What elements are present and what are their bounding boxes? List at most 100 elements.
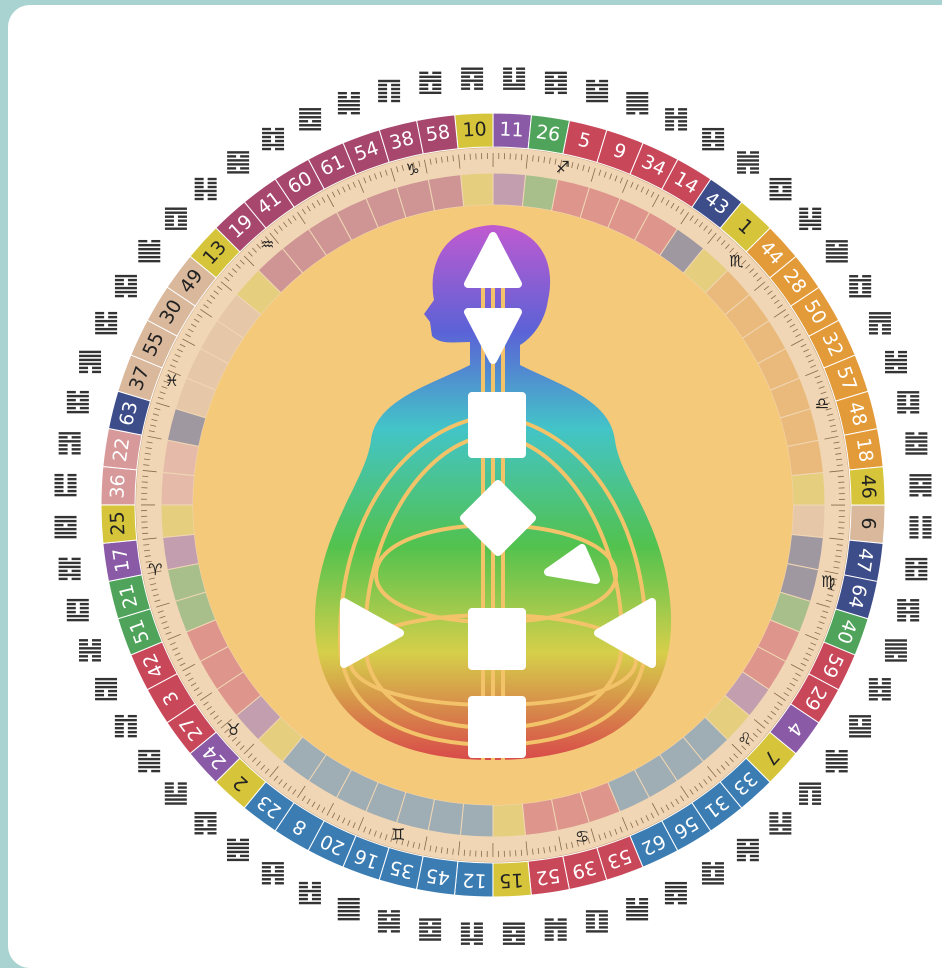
hexagram-line — [95, 686, 117, 688]
hexagram-line — [545, 922, 567, 924]
hexagram-line — [68, 478, 77, 480]
hexagram-line — [59, 452, 68, 454]
hexagram-line — [826, 240, 848, 242]
hexagram-line — [922, 524, 931, 526]
hexagram-line — [208, 186, 217, 188]
hexagram-line — [299, 112, 321, 114]
hexagram-line — [905, 562, 914, 564]
hexagram-line — [849, 727, 871, 729]
sacral-center — [472, 612, 522, 666]
hexagram-line — [461, 88, 470, 90]
hexagram-line — [862, 719, 871, 721]
hexagram-line — [905, 578, 927, 580]
hexagram-line — [909, 494, 918, 496]
hexagram-line — [897, 603, 919, 605]
hexagram-line — [138, 244, 160, 246]
hexagram-line — [165, 798, 187, 800]
hexagram-line — [503, 942, 525, 944]
hexagram-line — [545, 938, 554, 940]
inner-cell — [792, 473, 825, 506]
hexagram-line — [312, 898, 321, 900]
hexagram-line — [503, 934, 525, 936]
hexagram-line — [909, 524, 918, 526]
hexagram-line — [79, 659, 88, 661]
hexagram-line — [665, 116, 687, 118]
hexagram-line — [378, 914, 400, 916]
hexagram-line — [79, 655, 88, 657]
hexagram-line — [799, 228, 808, 230]
hexagram-line — [151, 240, 160, 242]
hexagram-line — [165, 228, 187, 230]
hexagram-line — [882, 690, 891, 692]
hexagram-line — [67, 399, 76, 401]
hexagram-line — [165, 794, 187, 796]
hexagram-line — [897, 403, 906, 405]
hexagram-line — [839, 244, 848, 246]
hexagram-line — [95, 682, 117, 684]
hexagram-line — [910, 599, 919, 601]
hexagram-line — [68, 474, 77, 476]
hexagram-line — [108, 312, 117, 314]
hexagram-line — [195, 194, 204, 196]
hexagram-line — [474, 88, 483, 90]
hexagram-line — [79, 643, 88, 645]
hexagram-line — [59, 562, 81, 564]
hexagram-line — [461, 926, 470, 928]
hexagram-line — [737, 847, 759, 849]
hexagram-line — [626, 918, 648, 920]
hexagram-line — [391, 930, 400, 932]
hexagram-line — [79, 351, 101, 353]
hexagram-line — [862, 275, 871, 277]
hexagram-line — [503, 922, 525, 924]
hexagram-line — [626, 112, 635, 114]
hexagram-line — [299, 894, 308, 896]
hexagram-line — [299, 882, 308, 884]
hexagram-line — [678, 894, 687, 896]
hexagram-line — [474, 922, 483, 924]
hexagram-line — [869, 332, 878, 334]
hexagram-line — [626, 108, 648, 110]
hexagram-line — [378, 92, 387, 94]
hexagram-line — [55, 524, 64, 526]
hexagram-line — [626, 902, 635, 904]
hexagram-line — [165, 208, 187, 210]
gate-label: 15 — [499, 868, 524, 891]
hexagram-line — [419, 76, 441, 78]
hexagram-line — [922, 536, 931, 538]
hexagram-line — [910, 403, 919, 405]
hexagram-line — [769, 186, 778, 188]
hexagram-line — [769, 812, 778, 814]
hexagram-line — [128, 727, 137, 729]
hexagram-line — [869, 312, 891, 314]
hexagram-line — [910, 399, 919, 401]
hexagram-line — [737, 167, 746, 169]
hexagram-line — [905, 566, 927, 568]
inner-cell — [493, 173, 526, 206]
hexagram-line — [839, 770, 848, 772]
hexagram-line — [115, 723, 124, 725]
hexagram-line — [195, 820, 204, 822]
hexagram-line — [769, 816, 778, 818]
hexagram-line — [909, 516, 918, 518]
hexagram-line — [138, 770, 147, 772]
hexagram-line — [869, 328, 878, 330]
hexagram-line — [351, 92, 360, 94]
hexagram-line — [79, 363, 101, 365]
hexagram-line — [391, 84, 400, 86]
hexagram-line — [799, 216, 808, 218]
hexagram-line — [262, 128, 271, 130]
hexagram-line — [897, 395, 906, 397]
hexagram-line — [138, 252, 160, 254]
hexagram-line — [558, 934, 567, 936]
hexagram-line — [59, 566, 81, 568]
hexagram-line — [782, 186, 791, 188]
hexagram-line — [55, 536, 77, 538]
hexagram-line — [419, 84, 428, 86]
hexagram-line — [558, 938, 567, 940]
hexagram-line — [92, 643, 101, 645]
hexagram-line — [432, 930, 441, 932]
hexagram-line — [905, 448, 927, 450]
hexagram-line — [869, 694, 891, 696]
hexagram-line — [905, 558, 927, 560]
hexagram-line — [195, 190, 217, 192]
